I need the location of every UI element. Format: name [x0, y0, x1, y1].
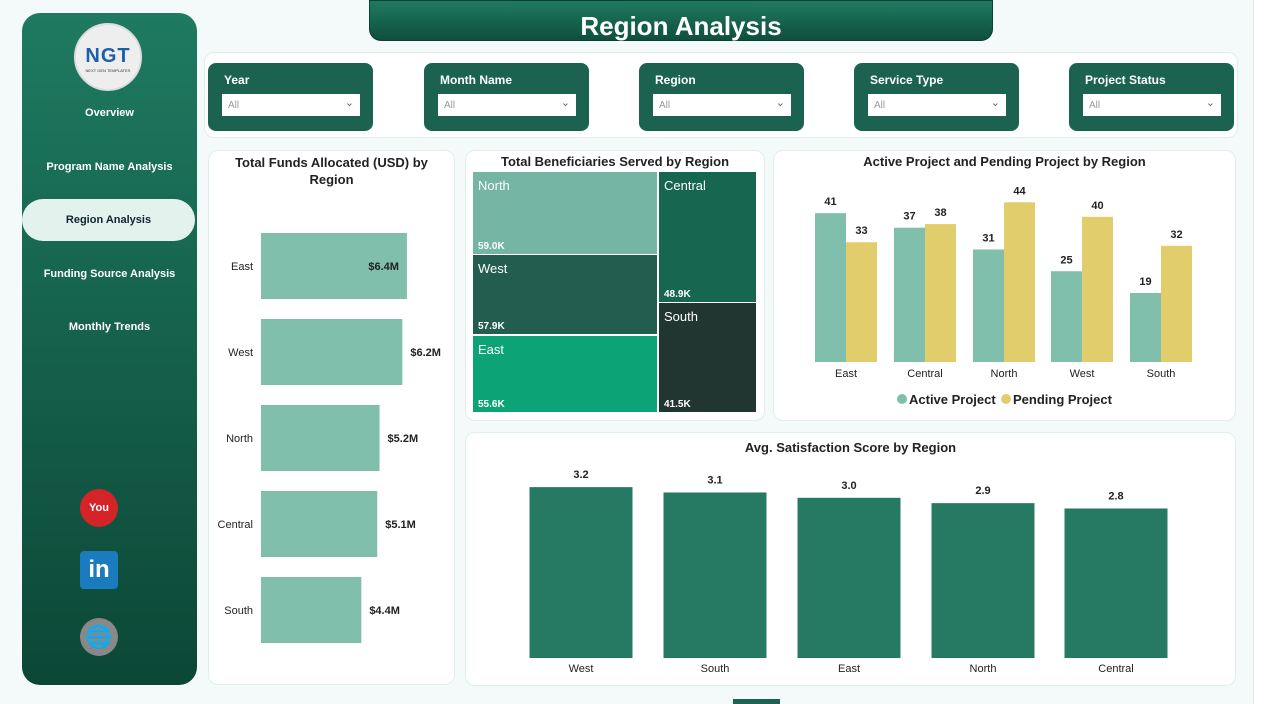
filter-dropdown[interactable]: All ⌄	[222, 94, 360, 116]
nav-region-analysis[interactable]: Region Analysis	[22, 199, 195, 241]
filter-year[interactable]: Year All ⌄	[208, 63, 373, 131]
filter-label: Region	[655, 73, 696, 87]
filter-label: Service Type	[870, 73, 944, 87]
page-tab-active[interactable]	[733, 699, 780, 704]
filter-month-name[interactable]: Month Name All ⌄	[424, 63, 589, 131]
projects-card: Active Project and Pending Project by Re…	[773, 150, 1236, 421]
sidebar: NGT NEXT GEN TEMPLATES Overview Program N…	[22, 13, 197, 685]
funds-chart-card: Total Funds Allocated (USD) by Region	[208, 150, 455, 685]
chevron-down-icon: ⌄	[1205, 97, 1215, 109]
chart-title: Avg. Satisfaction Score by Region	[744, 440, 957, 455]
globe-icon[interactable]: 🌐	[80, 618, 118, 656]
filter-dropdown[interactable]: All ⌄	[653, 94, 791, 116]
filter-label: Year	[224, 73, 250, 87]
filter-dropdown[interactable]: All ⌄	[438, 94, 576, 116]
page-title: Region Analysis	[369, 0, 993, 41]
nav-funding-source-analysis[interactable]: Funding Source Analysis	[43, 268, 176, 280]
satisfaction-card: Avg. Satisfaction Score by Region	[465, 432, 1236, 686]
filter-service-type[interactable]: Service Type All ⌄	[854, 63, 1019, 131]
chevron-down-icon: ⌄	[344, 97, 354, 109]
youtube-icon[interactable]: You	[80, 489, 118, 527]
nav-program-name-analysis[interactable]: Program Name Analysis	[46, 161, 173, 173]
logo: NGT NEXT GEN TEMPLATES	[74, 23, 142, 91]
chart-title: Total Funds Allocated (USD) by Region	[235, 155, 428, 187]
filter-dropdown[interactable]: All ⌄	[1083, 94, 1221, 116]
filter-region[interactable]: Region All ⌄	[639, 63, 804, 131]
chart-title: Total Beneficiaries Served by Region	[500, 154, 730, 169]
filter-dropdown[interactable]: All ⌄	[868, 94, 1006, 116]
filter-label: Month Name	[440, 73, 512, 87]
filter-project-status[interactable]: Project Status All ⌄	[1069, 63, 1234, 131]
chevron-down-icon: ⌄	[560, 97, 570, 109]
right-edge	[1253, 0, 1280, 704]
linkedin-icon[interactable]: in	[80, 551, 118, 589]
nav-monthly-trends[interactable]: Monthly Trends	[68, 321, 151, 333]
nav-overview[interactable]: Overview	[85, 107, 134, 119]
beneficiaries-card: Total Beneficiaries Served by Region	[465, 150, 765, 421]
chart-title: Active Project and Pending Project by Re…	[863, 154, 1146, 169]
filter-label: Project Status	[1085, 73, 1166, 87]
chevron-down-icon: ⌄	[990, 97, 1000, 109]
chevron-down-icon: ⌄	[775, 97, 785, 109]
